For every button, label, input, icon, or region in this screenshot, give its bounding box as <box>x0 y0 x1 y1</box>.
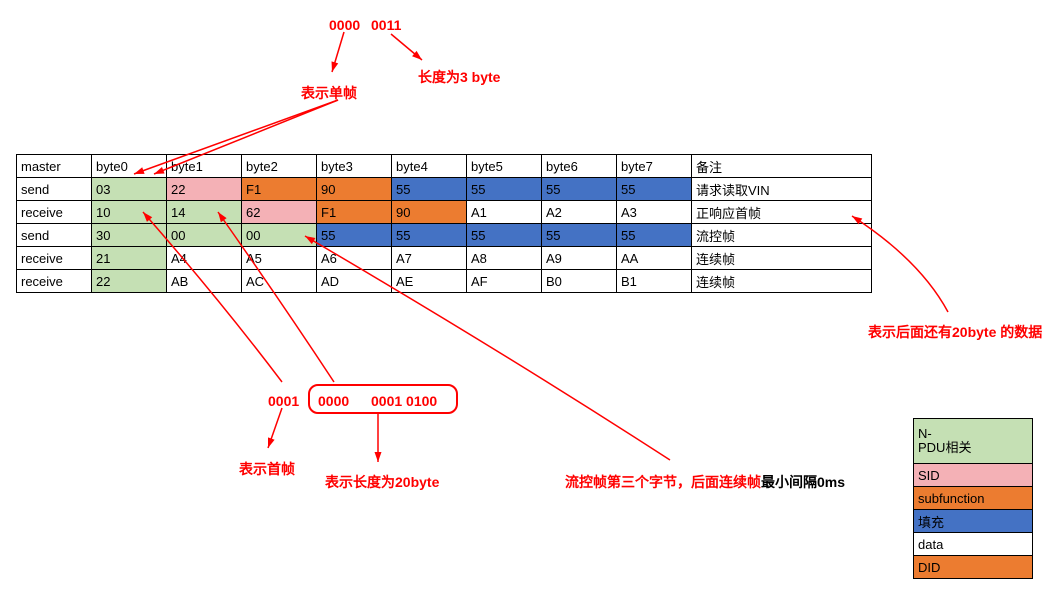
row-remark: 流控帧 <box>692 224 872 247</box>
col-9: 备注 <box>692 155 872 178</box>
row-remark: 连续帧 <box>692 247 872 270</box>
row-hdr: receive <box>17 247 92 270</box>
table-row: send3000005555555555流控帧 <box>17 224 872 247</box>
legend-row: subfunction <box>914 487 1033 510</box>
legend-cell-5: DID <box>914 556 1033 579</box>
anno-bits-top-right: 0011 <box>371 17 401 33</box>
anno-fc-3rd-byte: 流控帧第三个字节，后面连续帧最小间隔0ms <box>565 472 845 492</box>
col-5: byte4 <box>392 155 467 178</box>
legend-row: 填充 <box>914 510 1033 533</box>
arrows-layer <box>0 0 1047 592</box>
cell-r4-c5: AF <box>467 270 542 293</box>
col-7: byte6 <box>542 155 617 178</box>
table-row: receive21A4A5A6A7A8A9AA连续帧 <box>17 247 872 270</box>
cell-r4-c7: B1 <box>617 270 692 293</box>
legend-table: N-PDU相关SIDsubfunction填充dataDID <box>913 418 1033 579</box>
col-1: byte0 <box>92 155 167 178</box>
cell-r0-c3: 90 <box>317 178 392 201</box>
cell-r0-c6: 55 <box>542 178 617 201</box>
legend-cell-1: SID <box>914 464 1033 487</box>
cell-r1-c4: 90 <box>392 201 467 224</box>
col-2: byte1 <box>167 155 242 178</box>
anno-single-frame: 表示单帧 <box>301 83 357 103</box>
row-hdr: receive <box>17 270 92 293</box>
table-header-row: masterbyte0byte1byte2byte3byte4byte5byte… <box>17 155 872 178</box>
cell-r0-c0: 03 <box>92 178 167 201</box>
cell-r2-c3: 55 <box>317 224 392 247</box>
legend-tbody: N-PDU相关SIDsubfunction填充dataDID <box>914 419 1033 579</box>
cell-r3-c7: AA <box>617 247 692 270</box>
legend-row: SID <box>914 464 1033 487</box>
cell-r3-c1: A4 <box>167 247 242 270</box>
row-remark: 请求读取VIN <box>692 178 872 201</box>
anno-bits-top-left: 0000 <box>329 17 360 33</box>
row-hdr: send <box>17 224 92 247</box>
cell-r1-c6: A2 <box>542 201 617 224</box>
cell-r4-c3: AD <box>317 270 392 293</box>
cell-r4-c4: AE <box>392 270 467 293</box>
legend-row: DID <box>914 556 1033 579</box>
cell-r4-c2: AC <box>242 270 317 293</box>
col-8: byte7 <box>617 155 692 178</box>
cell-r2-c7: 55 <box>617 224 692 247</box>
cell-r3-c4: A7 <box>392 247 467 270</box>
cell-r3-c0: 21 <box>92 247 167 270</box>
cell-r0-c1: 22 <box>167 178 242 201</box>
anno-bits-mid-3: 0001 0100 <box>371 393 437 409</box>
pdu-table: masterbyte0byte1byte2byte3byte4byte5byte… <box>16 154 872 293</box>
row-hdr: send <box>17 178 92 201</box>
table-row: receive101462F190A1A2A3正响应首帧 <box>17 201 872 224</box>
col-3: byte2 <box>242 155 317 178</box>
cell-r2-c0: 30 <box>92 224 167 247</box>
pdu-tbody: masterbyte0byte1byte2byte3byte4byte5byte… <box>17 155 872 293</box>
col-0: master <box>17 155 92 178</box>
cell-r1-c1: 14 <box>167 201 242 224</box>
table-row: receive22ABACADAEAFB0B1连续帧 <box>17 270 872 293</box>
cell-r3-c2: A5 <box>242 247 317 270</box>
anno-len-3-byte: 长度为3 byte <box>418 67 500 87</box>
cell-r4-c6: B0 <box>542 270 617 293</box>
cell-r3-c3: A6 <box>317 247 392 270</box>
cell-r1-c3: F1 <box>317 201 392 224</box>
cell-r2-c6: 55 <box>542 224 617 247</box>
row-remark: 连续帧 <box>692 270 872 293</box>
legend-cell-0: N-PDU相关 <box>914 419 1033 464</box>
cell-r1-c0: 10 <box>92 201 167 224</box>
table-row: send0322F19055555555请求读取VIN <box>17 178 872 201</box>
anno-bits-mid-1: 0001 <box>268 393 299 409</box>
cell-r2-c1: 00 <box>167 224 242 247</box>
cell-r1-c2: 62 <box>242 201 317 224</box>
cell-r0-c4: 55 <box>392 178 467 201</box>
cell-r1-c5: A1 <box>467 201 542 224</box>
cell-r0-c5: 55 <box>467 178 542 201</box>
cell-r4-c0: 22 <box>92 270 167 293</box>
cell-r0-c7: 55 <box>617 178 692 201</box>
anno-len-20-byte: 表示长度为20byte <box>325 472 439 492</box>
anno-still-20-bytes: 表示后面还有20byte 的数据 <box>868 322 1042 342</box>
anno-first-frame: 表示首帧 <box>239 459 295 479</box>
legend-cell-3: 填充 <box>914 510 1033 533</box>
anno-bits-mid-2: 0000 <box>318 393 349 409</box>
col-6: byte5 <box>467 155 542 178</box>
cell-r3-c5: A8 <box>467 247 542 270</box>
legend-row: N-PDU相关 <box>914 419 1033 464</box>
cell-r1-c7: A3 <box>617 201 692 224</box>
cell-r2-c5: 55 <box>467 224 542 247</box>
cell-r2-c2: 00 <box>242 224 317 247</box>
row-remark: 正响应首帧 <box>692 201 872 224</box>
legend-cell-4: data <box>914 533 1033 556</box>
legend-row: data <box>914 533 1033 556</box>
legend-cell-2: subfunction <box>914 487 1033 510</box>
cell-r2-c4: 55 <box>392 224 467 247</box>
cell-r4-c1: AB <box>167 270 242 293</box>
cell-r0-c2: F1 <box>242 178 317 201</box>
cell-r3-c6: A9 <box>542 247 617 270</box>
col-4: byte3 <box>317 155 392 178</box>
row-hdr: receive <box>17 201 92 224</box>
